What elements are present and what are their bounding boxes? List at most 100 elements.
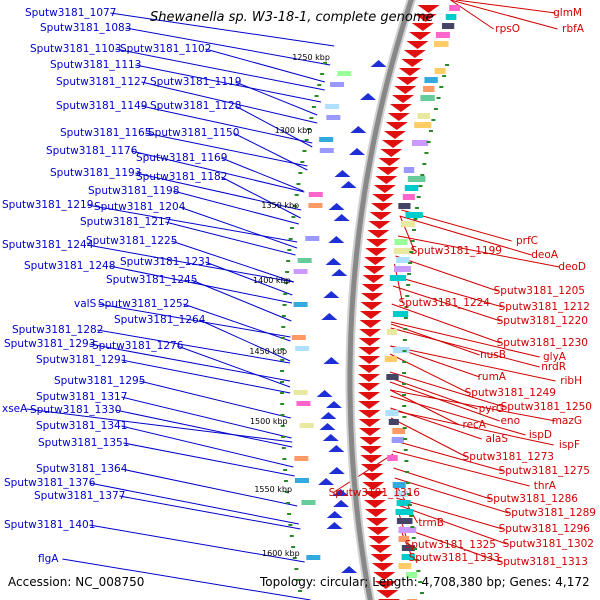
tick-mark bbox=[426, 141, 431, 143]
reverse-gene-arrow bbox=[358, 338, 381, 346]
forward-feature-block bbox=[301, 500, 316, 505]
tick-mark bbox=[410, 240, 415, 242]
reverse-gene-arrow bbox=[365, 248, 388, 256]
tick-mark bbox=[411, 229, 416, 231]
reverse-gene-arrow bbox=[363, 500, 386, 508]
right-gene-label: Sputw3181_1224 bbox=[399, 297, 491, 309]
forward-gene-arrow bbox=[370, 60, 387, 67]
reverse-gene-arrow bbox=[370, 554, 393, 562]
right-gene-label: Sputw3181_1275 bbox=[499, 465, 590, 477]
reverse-feature-block bbox=[417, 113, 431, 119]
forward-feature-block bbox=[291, 335, 306, 340]
forward-feature-block bbox=[308, 192, 323, 197]
reverse-gene-arrow bbox=[361, 473, 384, 481]
tick-mark bbox=[420, 174, 425, 176]
reverse-feature-block bbox=[398, 203, 411, 209]
forward-feature-block bbox=[294, 478, 309, 483]
tick-mark bbox=[415, 207, 420, 209]
reverse-feature-block bbox=[385, 410, 399, 416]
forward-feature-block bbox=[325, 104, 340, 109]
right-gene-label: Sputw3181_1199 bbox=[411, 245, 502, 257]
forward-gene-arrow bbox=[325, 258, 342, 265]
right-connector-line bbox=[397, 504, 507, 545]
reverse-feature-block bbox=[394, 491, 408, 497]
reverse-gene-arrow bbox=[359, 320, 382, 328]
kbp-scale-labels: 1250 kbp 1300 kbp 1350 kbp 1400 kbp 1450 kbp… bbox=[249, 53, 330, 558]
reverse-gene-arrow bbox=[409, 32, 432, 40]
right-connector-line bbox=[455, 0, 556, 14]
tick-mark bbox=[294, 194, 299, 196]
tick-mark bbox=[282, 458, 287, 460]
left-gene-label: Sputw3181_1128 bbox=[150, 100, 241, 112]
left-gene-label: Sputw3181_1252 bbox=[98, 298, 189, 310]
reverse-gene-arrow bbox=[364, 509, 387, 517]
right-gene-label: Sputw3181_1250 bbox=[501, 401, 592, 413]
reverse-gene-arrow bbox=[369, 545, 392, 553]
forward-gene-arrow bbox=[328, 445, 345, 452]
reverse-feature-block bbox=[392, 482, 406, 488]
tick-mark bbox=[420, 592, 425, 594]
forward-gene-arrow bbox=[319, 423, 336, 430]
left-connector-line bbox=[110, 12, 335, 47]
reverse-gene-arrow bbox=[358, 347, 381, 355]
left-gene-label: Sputw3181_1351 bbox=[38, 437, 129, 449]
kbp-label: 1350 kbp bbox=[261, 201, 299, 210]
tick-mark bbox=[291, 216, 296, 218]
left-gene-label: Sputw3181_1217 bbox=[80, 216, 171, 228]
tick-mark bbox=[411, 537, 416, 539]
tick-mark bbox=[280, 370, 285, 372]
reverse-feature-block bbox=[414, 122, 432, 128]
forward-feature-block bbox=[294, 456, 309, 461]
right-connector-line bbox=[398, 235, 560, 268]
left-gene-label: Sputw3181_1330 bbox=[30, 404, 121, 416]
reverse-gene-arrow bbox=[361, 284, 384, 292]
tick-mark bbox=[280, 337, 285, 339]
tick-mark bbox=[280, 348, 285, 350]
left-gene-label: Sputw3181_1127 bbox=[56, 76, 147, 88]
reverse-gene-arrow bbox=[359, 329, 382, 337]
tick-mark bbox=[280, 392, 285, 394]
left-connector-line bbox=[125, 27, 331, 66]
reverse-gene-arrow bbox=[389, 104, 412, 112]
reverse-gene-arrow bbox=[373, 185, 396, 193]
reverse-gene-arrow bbox=[368, 536, 391, 544]
reverse-feature-block bbox=[449, 5, 461, 11]
left-gene-label: flgA bbox=[38, 553, 59, 565]
left-connector-line bbox=[135, 64, 322, 103]
forward-gene-arrow bbox=[316, 390, 333, 397]
left-connector-line bbox=[119, 495, 301, 530]
left-gene-label: Sputw3181_1245 bbox=[106, 274, 197, 286]
reverse-gene-arrow bbox=[365, 518, 388, 526]
forward-gene-arrow bbox=[360, 93, 377, 100]
forward-feature-block bbox=[295, 346, 310, 351]
forward-feature-block bbox=[330, 82, 345, 87]
tick-mark bbox=[292, 557, 297, 559]
reverse-gene-arrow bbox=[369, 212, 392, 220]
right-gene-label: rpsO bbox=[495, 23, 520, 35]
tick-mark bbox=[281, 436, 286, 438]
left-connector-line bbox=[62, 558, 311, 600]
tick-mark bbox=[280, 425, 285, 427]
tick-mark bbox=[280, 403, 285, 405]
reverse-feature-block bbox=[396, 518, 413, 524]
reverse-gene-arrow bbox=[358, 374, 381, 382]
tick-mark bbox=[298, 590, 303, 592]
tick-mark bbox=[404, 306, 409, 308]
tick-mark bbox=[422, 163, 427, 165]
left-gene-label: Sputw3181_1364 bbox=[36, 463, 128, 475]
forward-gene-arrow bbox=[321, 313, 338, 320]
forward-feature-block bbox=[297, 258, 312, 263]
left-gene-label: Sputw3181_1376 bbox=[4, 477, 96, 489]
reverse-gene-arrow bbox=[358, 401, 381, 409]
tick-mark bbox=[413, 548, 418, 550]
reverse-gene-arrow bbox=[385, 122, 408, 130]
reverse-gene-arrow bbox=[376, 167, 399, 175]
topology-text: Topology: circular; Length: 4,708,380 bp… bbox=[260, 575, 590, 589]
tick-mark bbox=[287, 249, 292, 251]
reverse-feature-block bbox=[402, 194, 415, 200]
forward-gene-arrow bbox=[328, 467, 345, 474]
forward-gene-arrow bbox=[322, 434, 339, 441]
reverse-gene-arrow bbox=[362, 482, 385, 490]
forward-gene-arrow bbox=[340, 181, 357, 188]
left-connector-line bbox=[131, 150, 305, 193]
